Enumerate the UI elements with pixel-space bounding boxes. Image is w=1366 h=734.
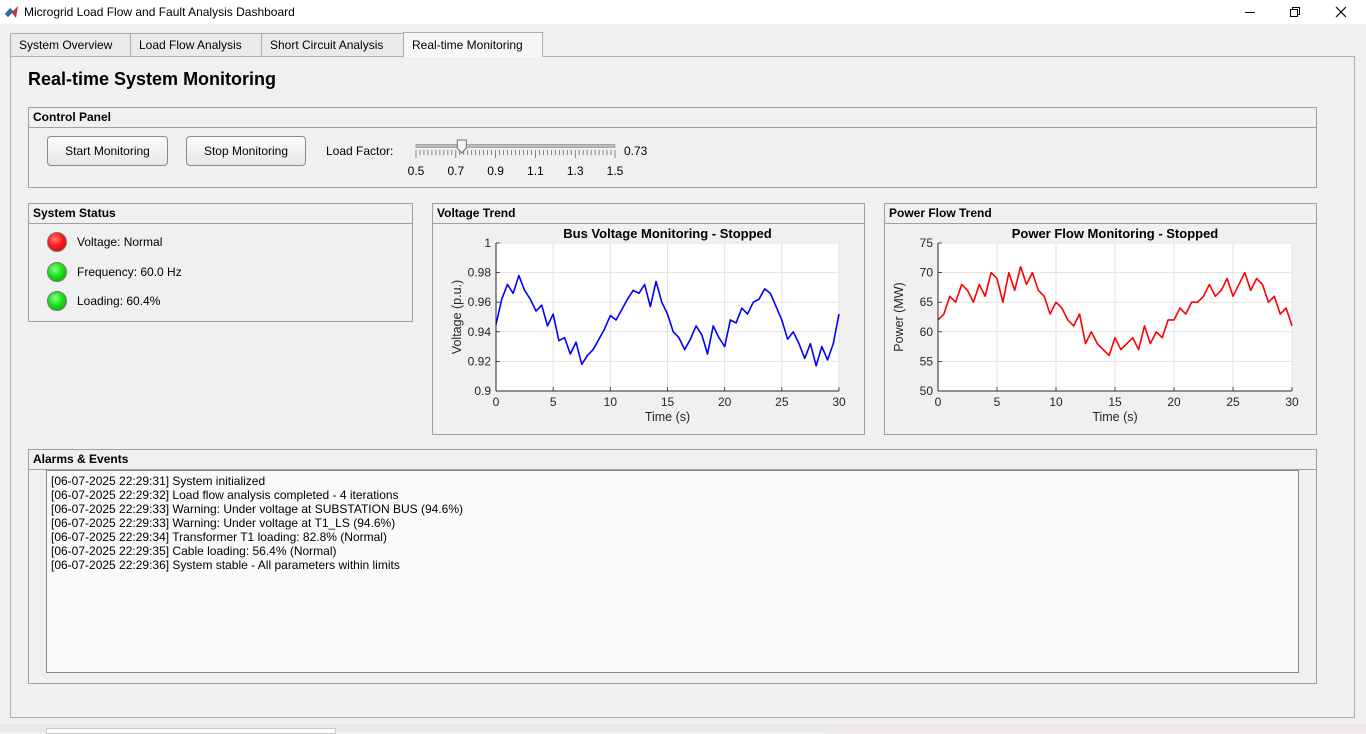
y-axis-label: Power (MW) [892, 282, 906, 351]
slider-tick-label: 1.5 [607, 164, 624, 178]
y-tick-label: 70 [920, 266, 934, 280]
x-tick-label: 0 [493, 395, 500, 409]
slider-tick-label: 1.3 [567, 164, 584, 178]
slider-tick-labels: 0.5 0.7 0.9 1.1 1.3 1.5 [408, 164, 624, 178]
log-line: [06-07-2025 22:29:32] Load flow analysis… [51, 488, 399, 502]
y-tick-label: 55 [920, 354, 934, 368]
close-icon [1335, 6, 1347, 18]
slider-tick-marks [415, 150, 616, 158]
title-bar: Microgrid Load Flow and Fault Analysis D… [0, 0, 1366, 24]
bottom-strip [0, 724, 1366, 732]
y-tick-label: 0.98 [468, 266, 492, 280]
series-line [937, 265, 1293, 357]
control-panel-title: Control Panel [29, 108, 1316, 128]
voltage-status-label: Voltage: Normal [77, 235, 163, 249]
alarms-log-list[interactable]: [06-07-2025 22:29:31] System initialized… [46, 470, 1299, 673]
system-status-panel: System Status Voltage: Normal Frequency:… [28, 203, 413, 322]
power-trend-panel: Power Flow Trend 0 5 10 15 20 25 30 50 55 60 65 70 7… [884, 203, 1317, 435]
stop-monitoring-button[interactable]: Stop Monitoring [186, 136, 306, 166]
control-panel: Control Panel Start Monitoring Stop Moni… [28, 107, 1317, 188]
tab-short-circuit-analysis[interactable]: Short Circuit Analysis [261, 33, 404, 57]
system-status-title: System Status [29, 204, 412, 224]
x-tick-label: 5 [550, 395, 557, 409]
y-tick-label: 0.96 [468, 295, 492, 309]
window-title: Microgrid Load Flow and Fault Analysis D… [24, 5, 295, 19]
y-tick-label: 0.9 [474, 384, 491, 398]
load-factor-slider[interactable]: 0.5 0.7 0.9 1.1 1.3 1.5 [405, 136, 625, 180]
chart-title: Power Flow Monitoring - Stopped [1012, 226, 1219, 241]
voltage-trend-panel: Voltage Trend 0 5 10 15 20 25 30 0.9 0.92 0.94 0.9… [432, 203, 865, 435]
x-tick-label: 20 [718, 395, 732, 409]
x-tick-label: 10 [604, 395, 618, 409]
y-tick-label: 0.94 [468, 325, 492, 339]
matlab-icon [5, 6, 18, 18]
x-tick-label: 15 [1108, 395, 1122, 409]
start-monitoring-button[interactable]: Start Monitoring [47, 136, 168, 166]
log-line: [06-07-2025 22:29:36] System stable - Al… [51, 558, 400, 572]
x-tick-label: 5 [994, 395, 1001, 409]
slider-tick-label: 1.1 [527, 164, 544, 178]
slider-thumb[interactable] [456, 139, 467, 154]
voltage-trend-title: Voltage Trend [433, 204, 864, 224]
tab-load-flow-analysis[interactable]: Load Flow Analysis [130, 33, 262, 57]
bottom-bar [825, 728, 1366, 732]
slider-track [415, 144, 616, 148]
x-tick-label: 0 [935, 395, 942, 409]
tab-real-time-monitoring[interactable]: Real-time Monitoring [403, 32, 543, 57]
minimize-icon [1245, 12, 1255, 13]
x-tick-label: 15 [661, 395, 675, 409]
log-line: [06-07-2025 22:29:33] Warning: Under vol… [51, 502, 463, 516]
maximize-button[interactable] [1272, 0, 1318, 24]
chart-title: Bus Voltage Monitoring - Stopped [563, 226, 772, 241]
close-button[interactable] [1318, 0, 1364, 24]
slider-tick-label: 0.5 [408, 164, 425, 178]
y-tick-label: 1 [484, 236, 491, 250]
log-line: [06-07-2025 22:29:34] Transformer T1 loa… [51, 530, 387, 544]
alarms-events-panel: Alarms & Events [06-07-2025 22:29:31] Sy… [28, 449, 1317, 684]
x-tick-label: 10 [1049, 395, 1063, 409]
power-chart: 0 5 10 15 20 25 30 50 55 60 65 70 75 Power Flow Monit… [892, 226, 1299, 424]
power-trend-title: Power Flow Trend [885, 204, 1316, 224]
x-tick-label: 30 [1285, 395, 1299, 409]
page-title: Real-time System Monitoring [28, 69, 277, 89]
log-line: [06-07-2025 22:29:35] Cable loading: 56.… [51, 544, 337, 558]
y-axis-label: Voltage (p.u.) [450, 280, 464, 354]
x-axis-label: Time (s) [645, 410, 690, 424]
y-tick-label: 60 [920, 325, 934, 339]
x-tick-label: 20 [1167, 395, 1181, 409]
y-tick-label: 50 [920, 384, 934, 398]
y-tick-label: 0.92 [468, 354, 492, 368]
minimize-button[interactable] [1227, 0, 1273, 24]
x-tick-label: 30 [832, 395, 846, 409]
x-tick-label: 25 [775, 395, 789, 409]
bottom-field [46, 728, 336, 734]
x-tick-label: 25 [1226, 395, 1240, 409]
maximize-icon [1290, 7, 1300, 17]
voltage-status-lamp [47, 232, 67, 252]
tab-system-overview[interactable]: System Overview [10, 33, 131, 57]
series-line [495, 274, 840, 367]
voltage-chart: 0 5 10 15 20 25 30 0.9 0.92 0.94 0.96 0.98 1 Bus Volt… [450, 226, 846, 424]
frequency-status-label: Frequency: 60.0 Hz [77, 265, 182, 279]
slider-tick-label: 0.9 [487, 164, 504, 178]
y-tick-label: 75 [920, 236, 934, 250]
alarms-events-title: Alarms & Events [29, 450, 1316, 470]
frequency-status-lamp [47, 262, 67, 282]
x-axis-label: Time (s) [1092, 410, 1137, 424]
y-tick-label: 65 [920, 295, 934, 309]
log-line: [06-07-2025 22:29:31] System initialized [51, 474, 266, 488]
load-factor-label: Load Factor: [326, 144, 394, 158]
loading-status-lamp [47, 291, 67, 311]
loading-status-label: Loading: 60.4% [77, 294, 161, 308]
load-factor-value: 0.73 [624, 144, 648, 158]
log-line: [06-07-2025 22:29:33] Warning: Under vol… [51, 516, 396, 530]
slider-tick-label: 0.7 [447, 164, 464, 178]
